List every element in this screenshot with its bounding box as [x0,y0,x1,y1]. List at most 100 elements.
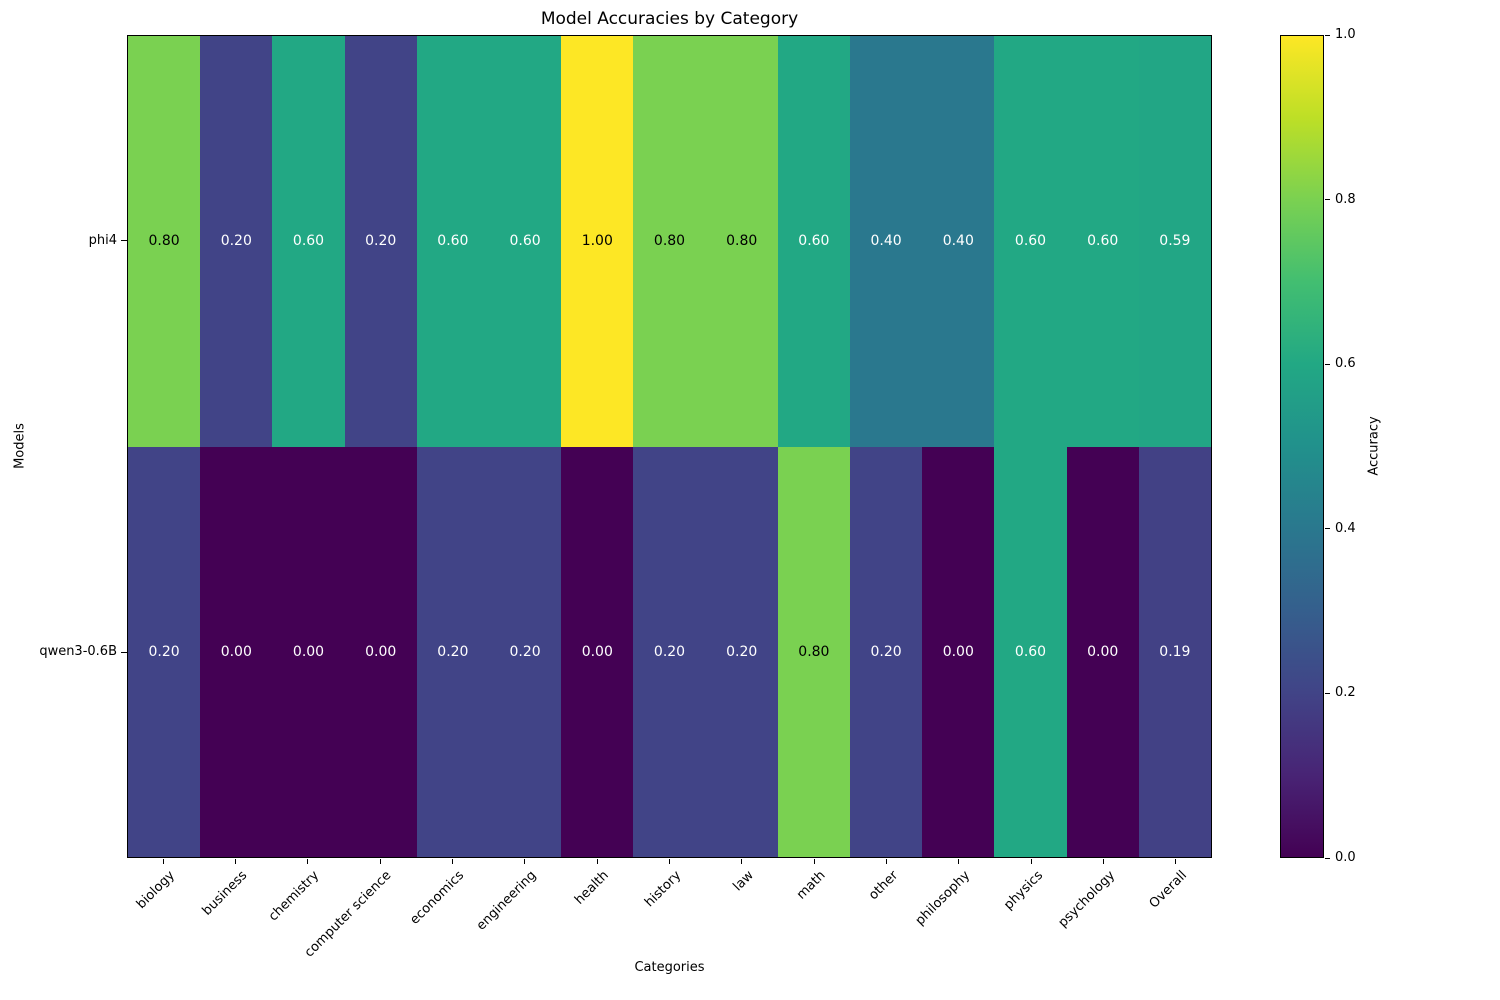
x-tick-mark [524,859,526,864]
x-tick-label: psychology [1055,868,1119,931]
x-tick-mark [162,859,164,864]
cell-value: 0.60 [437,233,469,250]
y-tick-label: phi4 [88,232,117,248]
cell-value: 0.20 [220,233,252,250]
heatmap-cell: 0.60 [416,36,489,447]
cell-value: 0.20 [148,643,180,660]
cell-value: 0.40 [942,233,974,250]
x-tick-label: health [572,868,612,908]
heatmap-cell: 0.59 [1138,36,1211,447]
heatmap-cell: 0.20 [488,446,562,857]
y-tick-mark [121,240,127,242]
x-tick-label: physics [1000,868,1046,913]
heatmap-cell: 0.80 [777,446,850,857]
x-tick-label: Overall [1146,868,1191,912]
x-tick-mark [235,859,236,864]
colorbar [1280,35,1324,858]
heatmap-cell: 0.80 [633,36,706,447]
x-tick-mark [1175,859,1177,864]
cell-value: 0.59 [1159,233,1191,250]
heatmap-cells: 0.80 0.20 0.60 0.20 0.60 0.60 1.00 0.80 0.80 0.60… [128,36,1211,857]
colorbar-tick-mark [1325,857,1330,859]
x-tick-mark [813,859,815,864]
heatmap-cell: 0.00 [1066,446,1139,857]
cell-value: 0.20 [870,643,902,660]
heatmap-cell: 0.60 [994,446,1067,857]
heatmap-cell: 0.60 [994,36,1067,447]
heatmap-cell: 0.80 [705,36,778,447]
cell-value: 0.00 [292,643,325,660]
cell-value: 0.60 [292,233,325,250]
colorbar-tick-mark [1325,528,1330,530]
colorbar-tick-mark [1325,692,1330,694]
x-tick-label: economics [407,868,468,928]
heatmap-cell: 0.00 [922,446,995,857]
cell-value: 0.60 [1014,233,1047,250]
heatmap-cell: 0.20 [344,36,417,447]
x-tick-mark [1030,859,1032,864]
x-tick-label: engineering [473,868,540,934]
x-tick-mark [596,859,598,864]
x-tick-mark [1103,859,1104,864]
colorbar-tick-label: 0.0 [1335,850,1356,865]
cell-value: 0.20 [653,643,686,660]
x-tick-label: history [641,868,685,911]
x-tick-label: other [866,868,902,904]
x-tick-label: business [199,868,251,919]
cell-value: 0.80 [653,233,686,250]
colorbar-tick-label: 0.8 [1335,191,1356,207]
heatmap-cell: 0.20 [416,446,489,857]
cell-value: 0.00 [581,643,613,660]
cell-value: 0.60 [1014,643,1047,660]
y-tick-label: qwen3-0.6B [39,644,117,660]
cell-value: 0.19 [1159,643,1191,660]
heatmap-cell: 0.20 [633,446,706,857]
cell-value: 0.20 [509,643,541,660]
cell-value: 0.40 [870,233,902,250]
colorbar-tick-mark [1325,363,1330,365]
y-axis-label: Models [12,423,28,469]
x-tick-label: chemistry [266,868,323,925]
x-tick-mark [958,859,960,864]
cell-value: 0.00 [220,643,252,660]
heatmap-cell: 0.40 [849,36,923,447]
x-tick-label: law [730,868,757,895]
cell-value: 0.20 [437,643,469,660]
heatmap-cell: 0.20 [849,446,923,857]
heatmap-cell: 0.20 [200,36,273,447]
colorbar-tick-label: 1.0 [1335,27,1356,42]
heatmap-cell: 0.80 [128,36,201,447]
cell-value: 0.00 [942,643,974,660]
colorbar-tick-label: 0.4 [1335,520,1356,536]
y-tick-mark [121,651,127,653]
cell-value: 0.00 [365,643,397,660]
cell-value: 0.80 [726,233,758,250]
x-axis-label: Categories [634,960,705,975]
heatmap-cell: 0.60 [1066,36,1139,447]
x-tick-label: philosophy [912,868,974,929]
cell-value: 0.60 [798,233,830,250]
colorbar-label: Accuracy [1366,416,1382,476]
x-tick-mark [886,859,887,864]
cell-value: 1.00 [581,233,613,250]
x-tick-mark [669,859,670,864]
heatmap-cell: 0.40 [922,36,995,447]
heatmap-cell: 0.20 [705,446,778,857]
x-tick-mark [452,859,453,864]
heatmap-cell: 0.20 [128,446,201,857]
heatmap-cell: 0.19 [1138,446,1211,857]
colorbar-tick-label: 0.6 [1335,356,1356,372]
cell-value: 0.80 [148,233,180,250]
colorbar-tick-mark [1325,199,1330,201]
heatmap-cell: 0.60 [272,36,345,447]
heatmap-cell: 0.60 [777,36,850,447]
cell-value: 0.60 [1087,233,1119,250]
heatmap-cell: 0.60 [488,36,562,447]
heatmap-plot: 0.80 0.20 0.60 0.20 0.60 0.60 1.00 0.80 0.80 0.60… [127,35,1212,858]
heatmap-cell: 0.00 [344,446,417,857]
chart-title: Model Accuracies by Category [540,9,799,29]
cell-value: 0.60 [509,233,541,250]
colorbar-tick-label: 0.2 [1335,685,1356,701]
x-tick-label: math [794,868,829,903]
